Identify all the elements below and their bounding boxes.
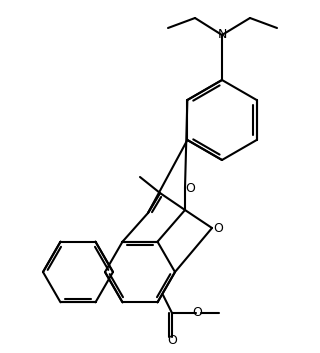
- Text: O: O: [185, 183, 195, 196]
- Text: O: O: [192, 306, 202, 319]
- Text: O: O: [167, 334, 177, 347]
- Text: N: N: [217, 29, 227, 42]
- Text: O: O: [213, 221, 223, 234]
